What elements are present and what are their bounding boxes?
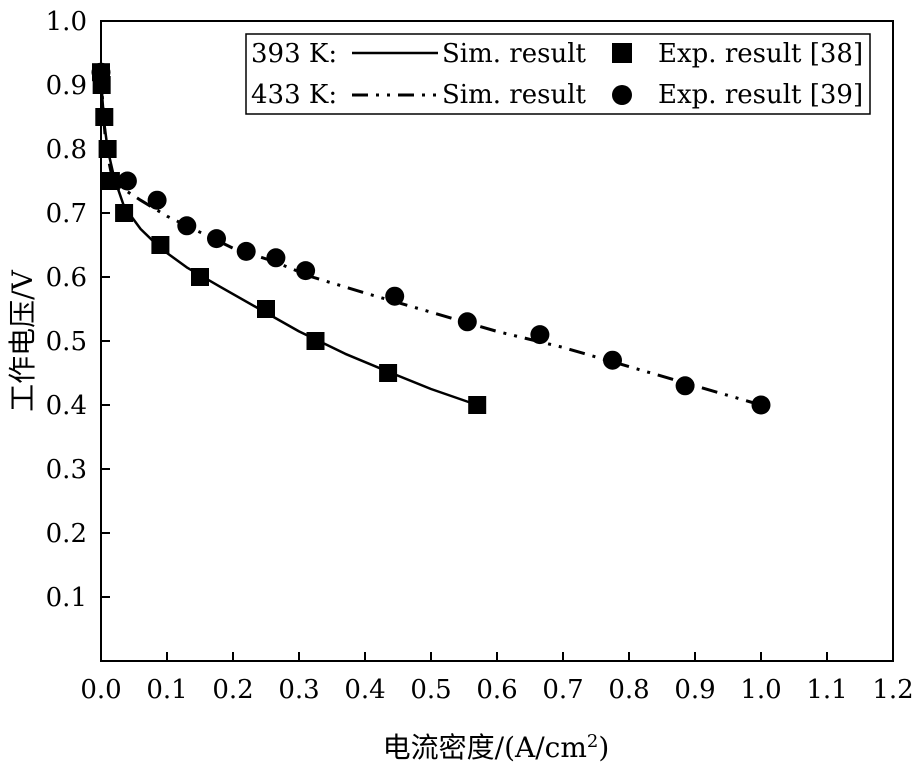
y-tick-label-4: 0.5: [46, 327, 87, 357]
sim-line-433k: [99, 72, 762, 407]
legend-exp38-marker: [612, 43, 632, 63]
legend: 393 K: Sim. result Exp. result [38] 433 …: [245, 33, 871, 115]
x-axis-title: 电流密度/(A/cm2): [383, 731, 610, 765]
exp38-point-10: [379, 364, 398, 382]
x-tick-label-11: 1.1: [806, 675, 847, 705]
x-tick-label-12: 1.2: [872, 675, 913, 705]
x-axis-title-suffix: ): [598, 731, 609, 764]
x-tick-label-5: 0.5: [410, 675, 451, 705]
exp38-point-6: [151, 236, 170, 254]
legend-sim-393-label: Sim. result: [442, 39, 587, 69]
x-tick-label-10: 1.0: [740, 675, 781, 705]
x-tick-label-0: 0.0: [80, 675, 121, 705]
exp39-point-6: [266, 248, 286, 268]
y-tick-label-5: 0.6: [46, 263, 87, 293]
legend-exp39-marker: [612, 85, 632, 105]
y-tick-label-0: 0.1: [46, 583, 87, 613]
sim-line-393k: [100, 72, 478, 407]
x-tick-label-4: 0.4: [344, 675, 385, 705]
exp39-point-11: [603, 350, 622, 370]
x-axis-title-main: 电流密度/(A/cm: [383, 731, 587, 764]
y-tick-label-9: 1.0: [46, 7, 87, 37]
x-tick-label-7: 0.7: [542, 675, 583, 705]
exp39-point-7: [296, 261, 316, 281]
exp38-point-9: [306, 332, 325, 350]
y-tick-label-6: 0.7: [46, 199, 87, 229]
axes: [100, 20, 894, 662]
x-axis-title-sup: 2: [587, 731, 598, 752]
tick-labels: 0.0 0.1 0.2 0.3 0.4 0.5 0.6 0.7 0.8 0.9 1.0 1.1 1.2 0…: [46, 7, 914, 705]
exp39-point-5: [236, 241, 256, 261]
exp39-point-13: [751, 395, 771, 415]
legend-exp39-label: Exp. result [39]: [658, 80, 863, 110]
exp39-point-10: [530, 325, 550, 345]
exp38-point-11: [468, 396, 487, 414]
exp39-point-2: [147, 190, 167, 210]
exp38-point-4: [101, 172, 120, 190]
y-tick-label-1: 0.2: [46, 519, 87, 549]
exp38-point-2: [95, 108, 114, 126]
x-tick-label-2: 0.2: [212, 675, 253, 705]
exp39-point-12: [675, 376, 695, 396]
legend-temp-393: 393 K:: [251, 39, 337, 69]
exp38-point-5: [115, 204, 134, 222]
y-axis-title: 工作电压/V: [6, 269, 39, 411]
x-tick-label-1: 0.1: [146, 675, 187, 705]
plot-marks: [91, 62, 771, 415]
y-tick-label-8: 0.9: [46, 71, 87, 101]
x-tick-label-9: 0.9: [674, 675, 715, 705]
x-tick-label-8: 0.8: [608, 675, 649, 705]
legend-sim-433-label: Sim. result: [442, 80, 587, 110]
x-tick-label-6: 0.6: [476, 675, 517, 705]
exp39-point-1: [117, 171, 137, 191]
legend-box: [245, 33, 871, 115]
legend-temp-433: 433 K:: [251, 80, 337, 110]
plot-frame: [100, 20, 894, 662]
y-tick-label-3: 0.4: [46, 391, 87, 421]
exp38-point-8: [257, 300, 275, 318]
exp39-point-9: [457, 312, 477, 332]
y-tick-label-2: 0.3: [46, 455, 87, 485]
exp39-point-3: [177, 216, 197, 236]
exp39-point-4: [207, 229, 226, 249]
exp39-point-8: [385, 286, 405, 306]
exp38-point-7: [191, 268, 209, 286]
legend-exp38-label: Exp. result [38]: [658, 39, 863, 69]
x-tick-label-3: 0.3: [278, 675, 319, 705]
y-tick-label-7: 0.8: [46, 135, 87, 165]
